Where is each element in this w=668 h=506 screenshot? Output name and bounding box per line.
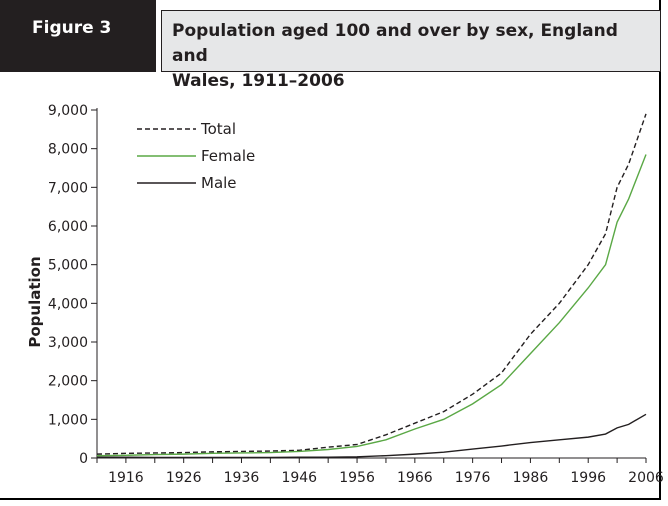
x-tick-label: 1926 — [166, 470, 202, 486]
x-tick-label: 1956 — [339, 470, 375, 486]
legend: Total Female Male — [137, 120, 255, 192]
y-tick-label: 5,000 — [48, 258, 88, 274]
x-tick-label: 1976 — [455, 470, 491, 486]
y-tick-label: 7,000 — [48, 180, 88, 196]
figure-frame — [0, 0, 661, 500]
series-line-male — [97, 413, 647, 459]
y-tick-label: 1,000 — [48, 412, 88, 428]
chart-title-box: Population aged 100 and over by sex, Eng… — [161, 10, 661, 91]
legend-label-total: Total — [200, 120, 236, 138]
legend-label-female: Female — [201, 147, 255, 165]
y-tick-label: 4,000 — [48, 296, 88, 312]
x-tick-label: 1946 — [281, 470, 317, 486]
y-tick-label: 0 — [79, 451, 88, 467]
x-tick-label: 2006 — [628, 470, 664, 486]
x-tick-label: 1966 — [397, 470, 433, 486]
legend-label-male: Male — [201, 174, 237, 192]
y-tick-label: 3,000 — [48, 335, 88, 351]
x-tick-label: 1936 — [224, 470, 260, 486]
y-tick-label: 9,000 — [48, 103, 88, 119]
y-tick-label: 2,000 — [48, 374, 88, 390]
chart-title-line2: Wales, 1911–2006 — [172, 71, 345, 91]
series-layer — [96, 113, 647, 459]
figure-label: Figure 3 — [0, 0, 156, 72]
x-tick-label: 1996 — [570, 470, 606, 486]
series-line-total — [96, 113, 647, 455]
chart-title-line1: Population aged 100 and over by sex, Eng… — [172, 21, 618, 66]
y-tick-label: 6,000 — [48, 219, 88, 235]
x-tick-label: 1986 — [513, 470, 549, 486]
series-line-female — [96, 154, 647, 457]
x-tick-label: 1916 — [108, 470, 144, 486]
y-tick-label: 8,000 — [48, 142, 88, 158]
y-axis-label: Population — [26, 256, 44, 347]
chart-axes: 0 1,000 2,000 3,000 4,000 5,000 6,000 7,000 8,00… — [48, 103, 664, 486]
